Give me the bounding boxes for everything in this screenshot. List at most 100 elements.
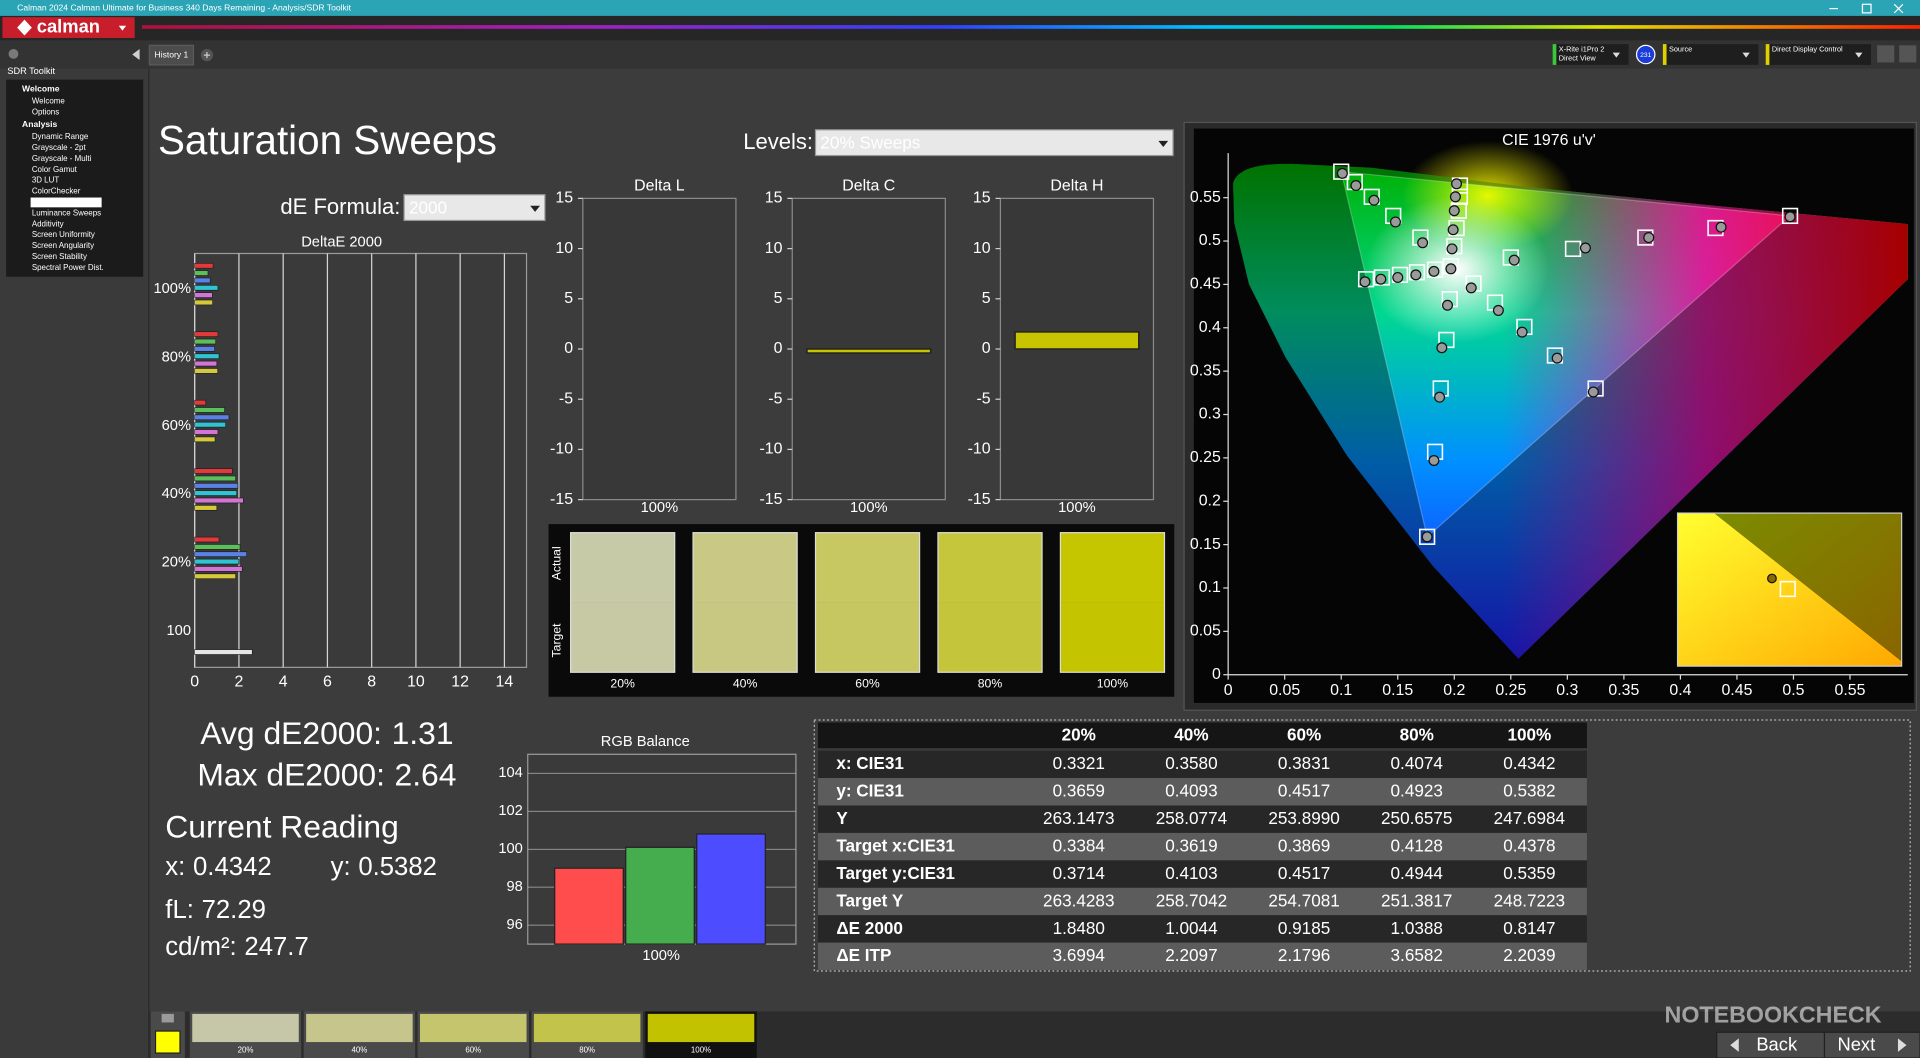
collapse-arrow[interactable] <box>132 49 140 61</box>
tree-group[interactable]: Analysis <box>22 119 57 129</box>
back-label[interactable]: Back <box>1756 1034 1798 1055</box>
close-button[interactable] <box>1893 3 1904 14</box>
tree-item[interactable]: Options <box>32 108 59 117</box>
camera-icon[interactable] <box>161 1013 174 1023</box>
measured-marker <box>1417 237 1429 249</box>
bar <box>696 833 766 945</box>
footer-swatch <box>533 1013 641 1043</box>
tree-item[interactable]: Dynamic Range <box>32 132 89 141</box>
formula-dropdown[interactable] <box>403 194 546 222</box>
meter-arrow <box>1612 52 1620 58</box>
table-cell: 1.0388 <box>1391 918 1443 938</box>
options-button[interactable] <box>1899 45 1917 63</box>
swatch-border <box>1059 532 1166 673</box>
table-header-row <box>817 722 1587 749</box>
levels-dropdown[interactable] <box>814 129 1174 157</box>
target-marker <box>1426 261 1444 278</box>
next-label[interactable]: Next <box>1837 1034 1875 1055</box>
tree-item[interactable]: 3D LUT <box>32 176 59 185</box>
reading-x: x: 0.4342 <box>165 853 271 881</box>
tree-item[interactable]: Spectral Power Dist. <box>32 263 104 272</box>
y-tick-label: 100 <box>167 623 192 639</box>
row-label: Target x:CIE31 <box>836 836 955 856</box>
settings-button[interactable] <box>1877 45 1895 63</box>
next-arrow <box>1897 1038 1907 1052</box>
tree-item[interactable]: Luminance Sweeps <box>32 208 101 217</box>
tree-item[interactable]: Welcome <box>32 97 66 106</box>
meter-select[interactable] <box>1552 44 1629 65</box>
x-tick-label: 2 <box>235 673 244 690</box>
tree-group[interactable]: Welcome <box>22 84 60 94</box>
source-select[interactable] <box>1662 44 1759 65</box>
tree-item[interactable]: Screen Stability <box>32 252 87 261</box>
table-cell: 2.2097 <box>1165 945 1217 965</box>
y-tick-label: -15 <box>550 491 573 508</box>
measured-marker <box>1451 178 1463 190</box>
back-arrow <box>1730 1038 1739 1052</box>
target-swatch <box>693 602 798 673</box>
tree-item[interactable]: ColorChecker <box>32 187 81 196</box>
avg-de-value: 1.31 <box>392 715 454 751</box>
current-reading-title: Current Reading <box>165 808 399 844</box>
table-cell: 1.0044 <box>1165 918 1218 938</box>
window-title: Calman 2024 Calman Ultimate for Business… <box>17 3 352 13</box>
table-cell: 0.9185 <box>1278 918 1330 938</box>
y-tick-label: 0 <box>564 340 573 357</box>
x-tick-label: 100% <box>642 948 680 964</box>
measured-marker <box>1447 224 1459 236</box>
y-tick-label: 80% <box>162 349 191 365</box>
chart-title: Delta C <box>842 177 895 194</box>
formula-value[interactable]: 2000 <box>409 197 447 217</box>
x-tick-label: 0.35 <box>1608 682 1639 699</box>
add-tab-icon <box>203 52 210 59</box>
swatch-border <box>937 532 1043 673</box>
measured-marker <box>1448 205 1460 217</box>
measured-marker <box>1465 282 1477 294</box>
tree-item[interactable]: Additivity <box>32 219 64 228</box>
maximize-button[interactable] <box>1861 3 1872 14</box>
x-tick-label: 10 <box>407 673 425 690</box>
target-marker <box>1333 163 1350 180</box>
tree-item[interactable]: Screen Angularity <box>32 241 94 250</box>
footer-swatch-label: 40% <box>351 1046 367 1055</box>
tree-item[interactable]: Grayscale - Multi <box>32 154 92 163</box>
bar <box>625 846 695 945</box>
actual-swatch <box>815 532 920 603</box>
measured-marker <box>1428 454 1440 466</box>
reading-x-value: 0.4342 <box>193 853 272 881</box>
tree-item[interactable]: Grayscale - 2pt <box>32 143 87 152</box>
bar <box>194 573 236 580</box>
rainbow-line <box>142 25 1920 29</box>
bar <box>194 505 218 511</box>
y-tick-label: 5 <box>774 290 783 307</box>
chart-title: Delta L <box>634 177 685 194</box>
display-select[interactable] <box>1765 44 1872 65</box>
bar <box>194 536 220 543</box>
tree-item[interactable]: Saturation Sweeps <box>32 198 99 207</box>
max-de-label: Max dE2000: <box>197 757 385 793</box>
bar <box>194 331 219 337</box>
meter-badge[interactable] <box>1635 44 1656 65</box>
logo-button[interactable] <box>2 17 135 38</box>
y-tick-label: -5 <box>768 390 782 407</box>
bar <box>194 483 239 489</box>
tree-item[interactable]: Screen Uniformity <box>32 230 95 239</box>
swatch-border <box>692 532 798 673</box>
measured-marker <box>1492 304 1504 316</box>
x-tick-label: 0.5 <box>1782 682 1804 699</box>
measured-marker <box>1375 273 1387 285</box>
tree-item[interactable]: Color Gamut <box>32 165 78 174</box>
swatch-label: 100% <box>1097 677 1128 691</box>
settings-icon[interactable] <box>8 49 19 59</box>
y-tick-label: 0 <box>982 340 991 357</box>
sidebar-tree <box>6 79 144 277</box>
bar <box>194 429 219 435</box>
history-tab[interactable] <box>148 44 195 66</box>
swatch-border <box>570 532 676 673</box>
levels-value[interactable]: 20% Sweeps <box>820 132 920 152</box>
x-tick-label: 0.05 <box>1269 682 1300 699</box>
y-tick-label: 5 <box>564 290 573 307</box>
history-tab-label[interactable]: History 1 <box>155 49 189 59</box>
bar <box>806 348 932 354</box>
inset-target-marker <box>1779 580 1796 598</box>
